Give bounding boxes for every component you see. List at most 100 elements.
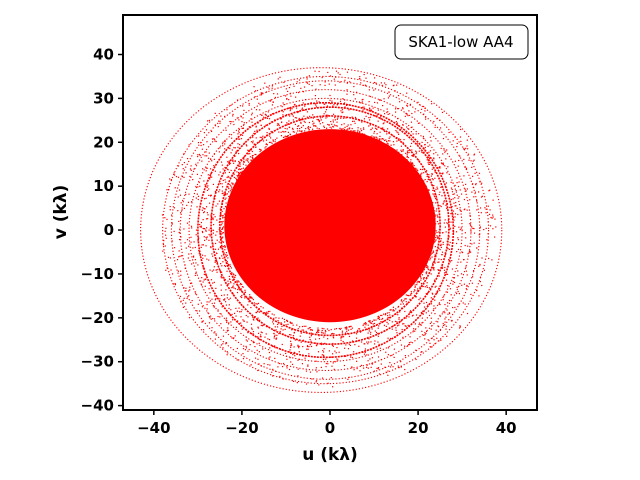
uv-point xyxy=(379,347,381,349)
uv-point xyxy=(233,312,236,314)
uv-point xyxy=(394,320,397,323)
uv-point xyxy=(264,147,266,149)
uv-point xyxy=(435,236,437,239)
uv-point xyxy=(433,339,435,341)
uv-point xyxy=(370,109,372,111)
uv-point xyxy=(397,314,399,316)
uv-point xyxy=(200,280,202,282)
uv-point xyxy=(298,347,300,349)
uv-point xyxy=(238,128,240,131)
uv-point xyxy=(363,343,365,345)
uv-point xyxy=(174,284,177,286)
uv-point xyxy=(374,361,376,363)
uv-point xyxy=(459,189,461,191)
uv-point xyxy=(248,301,250,303)
uv-point xyxy=(368,330,370,332)
uv-point xyxy=(306,78,308,80)
uv-point xyxy=(434,171,436,173)
uv-point xyxy=(285,324,287,326)
uv-point xyxy=(251,297,253,299)
uv-point xyxy=(431,337,433,339)
uv-point xyxy=(273,332,275,335)
uv-point xyxy=(325,114,327,116)
uv-point xyxy=(423,302,425,304)
uv-point xyxy=(424,110,426,112)
uv-point xyxy=(170,269,172,271)
uv-point xyxy=(344,99,346,101)
uv-point xyxy=(301,363,304,365)
uv-point xyxy=(445,325,447,327)
uv-point xyxy=(368,116,370,119)
uv-point xyxy=(423,138,425,140)
uv-point xyxy=(403,138,405,141)
uv-point xyxy=(252,330,255,333)
uv-point xyxy=(201,148,203,150)
uv-point xyxy=(255,153,257,156)
uv-point xyxy=(309,326,311,329)
uv-point xyxy=(292,324,294,326)
uv-point xyxy=(360,128,362,130)
uv-point xyxy=(444,303,446,306)
uv-point xyxy=(437,167,439,169)
uv-point xyxy=(395,129,397,132)
uv-point xyxy=(312,123,314,125)
uv-point xyxy=(405,131,407,134)
uv-point xyxy=(228,171,231,174)
uv-point xyxy=(369,322,372,324)
uv-point xyxy=(229,133,231,136)
uv-point xyxy=(346,89,348,91)
uv-point xyxy=(440,205,442,208)
uv-point xyxy=(260,365,262,367)
uv-point xyxy=(307,127,310,129)
uv-point xyxy=(473,153,476,155)
uv-point xyxy=(255,311,257,314)
uv-point xyxy=(313,122,315,124)
uv-point xyxy=(481,257,483,259)
uv-point xyxy=(304,357,306,359)
uv-point xyxy=(361,132,363,135)
uv-point xyxy=(225,197,227,199)
uv-point xyxy=(387,128,389,130)
uv-point xyxy=(233,276,235,278)
uv-point xyxy=(387,314,389,317)
uv-point xyxy=(395,108,397,110)
uv-point xyxy=(257,122,259,124)
uv-point xyxy=(243,122,245,124)
uv-point xyxy=(299,326,301,328)
uv-point xyxy=(302,345,304,348)
x-axis: −40 −20 0 20 40 xyxy=(137,410,517,437)
uv-point xyxy=(339,73,341,76)
uv-point xyxy=(415,152,417,155)
uv-point xyxy=(416,143,418,145)
uv-point xyxy=(400,149,402,151)
uv-point xyxy=(300,121,302,123)
uv-point xyxy=(489,189,491,191)
uv-point xyxy=(345,344,347,346)
uv-point xyxy=(425,330,428,333)
uv-point xyxy=(418,281,420,283)
uv-point xyxy=(210,221,213,223)
uv-point xyxy=(303,130,306,132)
uv-point xyxy=(331,353,334,355)
uv-point xyxy=(332,345,334,347)
uv-point xyxy=(373,322,376,325)
uv-point xyxy=(322,332,324,334)
uv-point xyxy=(220,230,222,233)
uv-point xyxy=(201,244,203,246)
uv-point xyxy=(255,137,257,139)
uv-point xyxy=(348,109,350,111)
uv-point xyxy=(359,331,362,333)
uv-point xyxy=(298,345,300,348)
uv-point xyxy=(421,168,423,171)
uv-point xyxy=(359,76,361,78)
uv-point xyxy=(221,221,223,223)
uv-point xyxy=(287,90,289,92)
uv-point xyxy=(426,282,428,284)
uv-point xyxy=(264,311,266,314)
uv-point xyxy=(339,100,342,102)
x-tick-label: 20 xyxy=(408,419,429,437)
uv-point xyxy=(219,183,221,185)
uv-point xyxy=(446,207,448,209)
uv-point xyxy=(223,216,225,219)
uv-point xyxy=(251,150,253,153)
